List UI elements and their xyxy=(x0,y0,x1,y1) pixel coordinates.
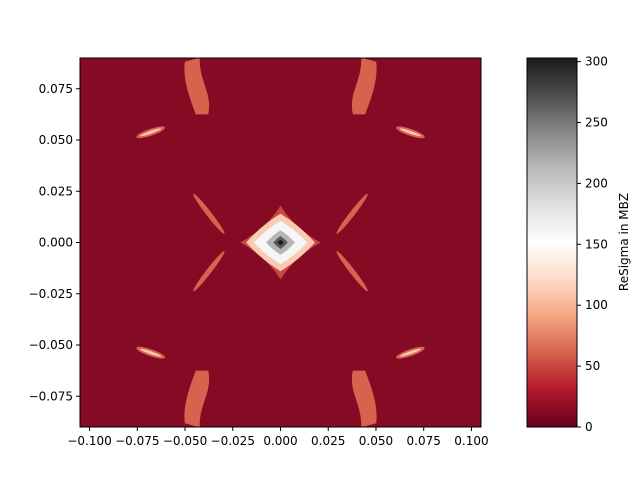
x-tick-label: 0.025 xyxy=(311,434,345,448)
lobe-top-left xyxy=(184,58,210,115)
colorbar-frame xyxy=(526,57,578,428)
x-tick-label: 0.075 xyxy=(407,434,441,448)
x-tick-label: −0.025 xyxy=(211,434,255,448)
center-peak-ring-5 xyxy=(277,239,284,246)
x-tick-label: 0.050 xyxy=(359,434,393,448)
x-tick-label: −0.050 xyxy=(163,434,207,448)
colorbar-tick-label: 100 xyxy=(585,298,608,312)
dash-lower-right-inner xyxy=(399,348,421,357)
dash-lower-right xyxy=(395,346,425,359)
lobe-bottom-right xyxy=(351,370,377,427)
colorbar-tick-label: 50 xyxy=(585,359,600,373)
y-tick-label: 0.075 xyxy=(39,82,73,96)
x-tick-label: 0.100 xyxy=(454,434,488,448)
dash-lower-left-inner xyxy=(140,348,162,357)
colorbar: 0 50 100 150 200 250 300 ReSigma in MBZ xyxy=(526,55,631,434)
x-axis: −0.100 −0.075 −0.050 −0.025 0.000 0.025 0.050 0… xyxy=(67,427,489,448)
colorbar-tick-label: 0 xyxy=(585,420,593,434)
y-axis: −0.075 −0.050 −0.025 0.000 0.025 0.050 0.075 xyxy=(29,82,80,403)
arc-upper-left xyxy=(193,193,225,234)
colorbar-gradient xyxy=(527,58,577,427)
colorbar-tick-label: 250 xyxy=(585,116,608,130)
y-tick-label: 0.025 xyxy=(39,184,73,198)
x-tick-label: −0.075 xyxy=(115,434,159,448)
x-tick-label: 0.000 xyxy=(263,434,297,448)
arc-lower-left xyxy=(193,251,225,292)
lobe-bottom-left xyxy=(184,370,210,427)
lobe-top-right xyxy=(351,58,377,115)
y-tick-label: −0.075 xyxy=(29,389,73,403)
y-tick-label: 0.000 xyxy=(39,236,73,250)
colorbar-tick-label: 150 xyxy=(585,237,608,251)
y-tick-label: −0.050 xyxy=(29,338,73,352)
dash-upper-right xyxy=(395,126,425,139)
dash-upper-left-inner xyxy=(140,128,162,137)
y-tick-label: 0.050 xyxy=(39,133,73,147)
dash-upper-right-inner xyxy=(399,128,421,137)
contour-layer xyxy=(136,58,425,427)
y-tick-label: −0.025 xyxy=(29,287,73,301)
colorbar-label: ReSigma in MBZ xyxy=(617,193,631,291)
colorbar-tick-label: 200 xyxy=(585,176,608,190)
colorbar-tick-label: 300 xyxy=(585,55,608,69)
arc-lower-right xyxy=(336,251,368,292)
x-tick-label: −0.100 xyxy=(67,434,111,448)
dash-upper-left xyxy=(136,126,166,139)
colorbar-ticks: 0 50 100 150 200 250 300 xyxy=(577,55,608,434)
center-peak xyxy=(240,205,321,280)
dash-lower-left xyxy=(136,346,166,359)
arc-upper-right xyxy=(336,193,368,234)
